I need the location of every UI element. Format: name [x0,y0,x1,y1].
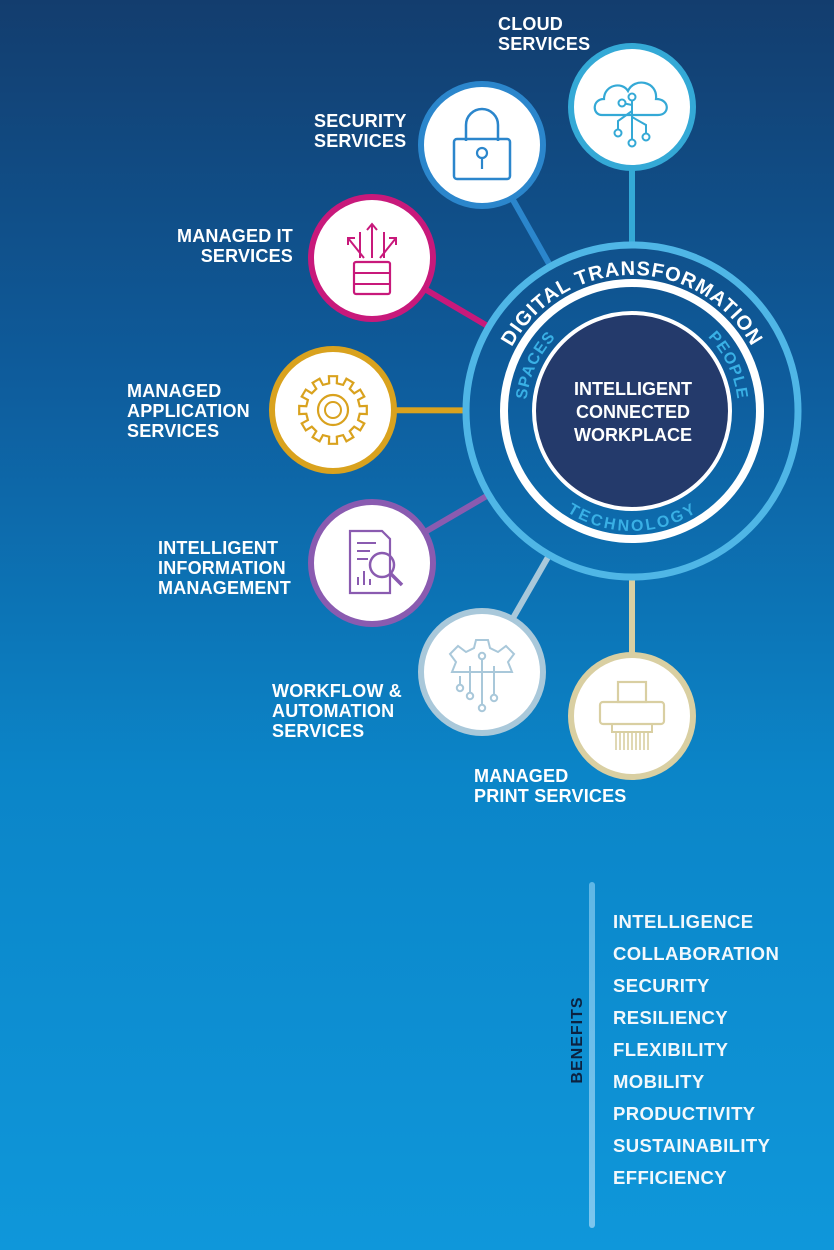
center-title-line: INTELLIGENT [574,379,692,399]
service-node-intelligent-information [308,499,436,627]
service-node-managed-print [568,652,696,780]
service-label-cloud: CLOUD SERVICES [498,14,591,54]
service-node-managed-it [308,194,436,322]
service-label-managed-application: MANAGED APPLICATION SERVICES [127,381,250,441]
padlock-icon [452,107,512,181]
service-nodes [269,43,696,780]
benefits-title: BENEFITS [569,996,586,1084]
service-node-circle [568,652,696,780]
benefit-item: INTELLIGENCE [613,911,754,932]
server-arrows-icon [347,222,397,296]
connector-lines [393,168,635,655]
center-title-line: CONNECTED [575,402,690,422]
service-node-security [418,81,546,209]
benefit-item: PRODUCTIVITY [613,1103,756,1124]
benefit-item: EFFICIENCY [613,1167,727,1188]
connector-security [509,196,554,268]
benefit-item: SECURITY [613,975,710,996]
benefit-item: SUSTAINABILITY [613,1135,771,1156]
benefit-item: MOBILITY [613,1071,705,1092]
service-node-circle [308,499,436,627]
benefit-item: FLEXIBILITY [613,1039,729,1060]
outer-ring [462,241,802,581]
service-node-managed-application [269,346,397,474]
document-search-icon [348,529,404,595]
service-label-managed-it: MANAGED IT SERVICES [177,226,293,266]
connector-workflow-automation [509,553,552,621]
benefit-item: COLLABORATION [613,943,780,964]
service-node-circle [418,81,546,209]
service-node-circle [269,346,397,474]
center-title-line: WORKPLACE [574,425,692,445]
inner-white-ring [500,279,764,543]
benefit-item: RESILIENCY [613,1007,729,1028]
connector-intelligent-information [423,492,491,535]
gear-circuit-icon [448,639,516,713]
service-label-intelligent-information: INTELLIGENT INFORMATION MANAGEMENT [158,538,291,598]
service-label-security: SECURITY SERVICES [314,111,407,151]
connector-managed-it [423,286,491,330]
center-title: INTELLIGENT CONNECTED WORKPLACE [545,378,721,447]
service-node-workflow-automation [418,608,546,736]
cloud-network-icon [593,81,668,148]
center-disc [532,311,732,511]
gear-icon [298,375,368,445]
printer-icon [598,680,666,750]
benefits-list: INTELLIGENCE COLLABORATION SECURITY RESI… [613,906,779,1194]
central-hub: DIGITAL TRANSFORMATION SPACES PEOPLE TEC… [462,241,802,581]
service-label-managed-print: MANAGED PRINT SERVICES [474,766,627,806]
service-node-cloud [568,43,696,171]
benefits-bar [589,882,595,1228]
service-label-workflow-automation: WORKFLOW & AUTOMATION SERVICES [272,681,402,741]
